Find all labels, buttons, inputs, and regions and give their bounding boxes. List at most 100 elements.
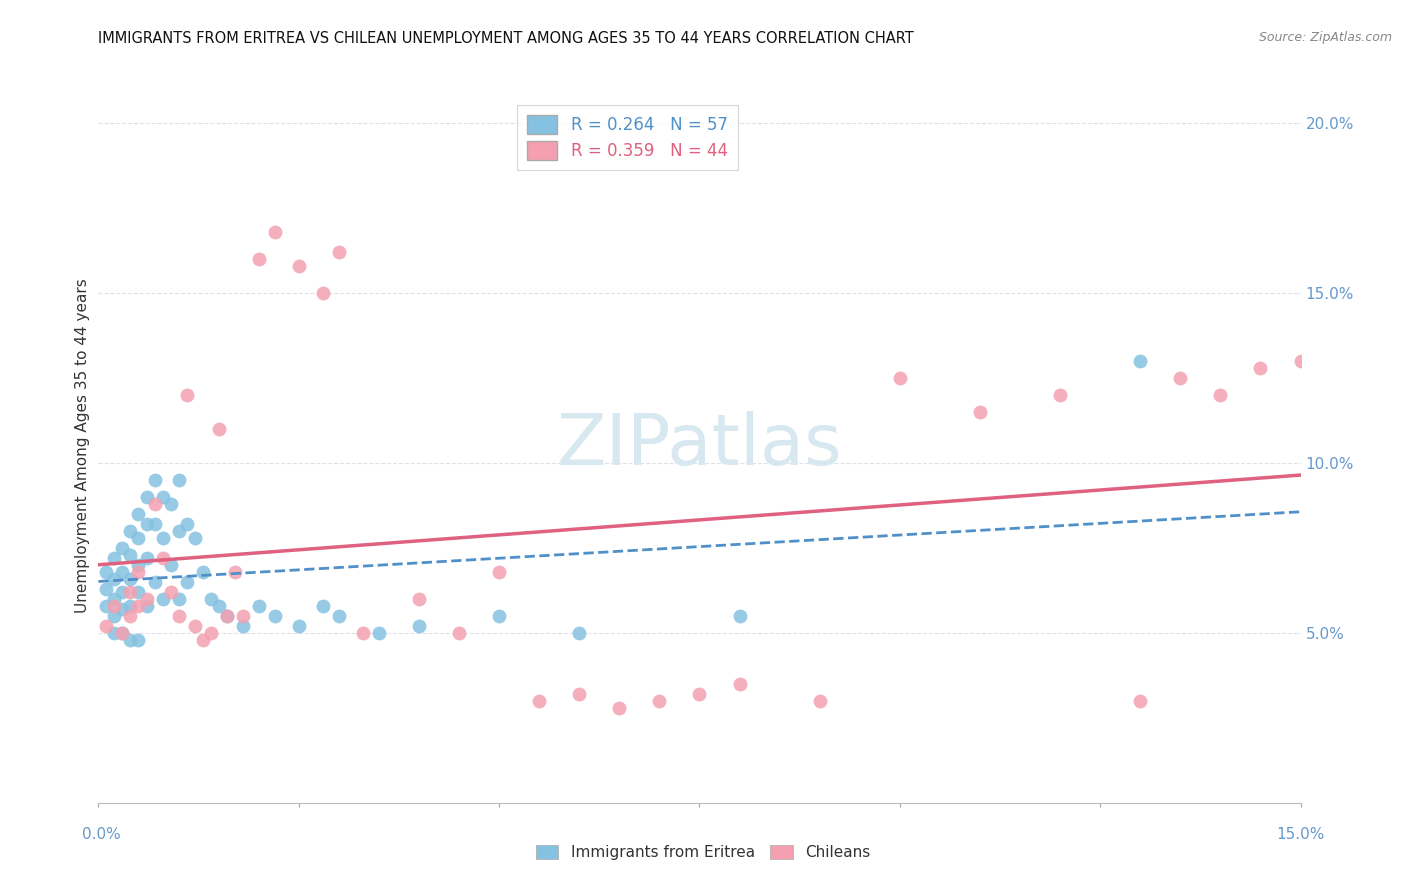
Point [1250,360,1272,375]
Point [568,687,591,701]
Point [120,572,142,586]
Point [1129,354,1152,368]
Point [1170,371,1192,385]
Point [215,608,238,623]
Point [120,548,142,562]
Point [224,565,246,579]
Point [152,490,174,504]
Point [1209,388,1232,402]
Point [111,626,134,640]
Point [111,585,134,599]
Point [167,608,190,623]
Point [728,677,751,691]
Point [103,572,125,586]
Point [159,497,181,511]
Point [128,558,150,572]
Point [247,599,270,613]
Point [103,608,125,623]
Point [208,599,231,613]
Point [135,517,157,532]
Point [1049,388,1071,402]
Point [488,608,510,623]
Point [1129,694,1152,708]
Point [96,599,118,613]
Point [128,531,150,545]
Point [135,490,157,504]
Point [120,599,142,613]
Point [689,687,711,701]
Point [352,626,374,640]
Point [312,286,335,301]
Point [135,599,157,613]
Point [128,565,150,579]
Point [408,591,430,606]
Point [96,582,118,596]
Point [135,551,157,566]
Point [159,585,181,599]
Point [728,608,751,623]
Point [200,591,222,606]
Text: 0.0%: 0.0% [82,827,121,841]
Point [183,619,205,633]
Text: IMMIGRANTS FROM ERITREA VS CHILEAN UNEMPLOYMENT AMONG AGES 35 TO 44 YEARS CORREL: IMMIGRANTS FROM ERITREA VS CHILEAN UNEMP… [98,31,914,46]
Point [143,473,166,487]
Text: 15.0%: 15.0% [1277,827,1324,841]
Point [159,558,181,572]
Point [1289,354,1312,368]
Point [103,551,125,566]
Point [111,541,134,555]
Point [808,694,831,708]
Point [969,405,991,419]
Point [167,473,190,487]
Point [176,517,198,532]
Point [120,632,142,647]
Point [488,565,510,579]
Point [191,632,214,647]
Point [152,591,174,606]
Point [111,602,134,616]
Point [143,574,166,589]
Point [167,524,190,538]
Point [263,608,285,623]
Point [889,371,911,385]
Legend: Immigrants from Eritrea, Chileans: Immigrants from Eritrea, Chileans [530,839,876,866]
Point [135,591,157,606]
Point [143,517,166,532]
Point [176,388,198,402]
Point [120,524,142,538]
Point [167,591,190,606]
Point [208,422,231,436]
Point [152,531,174,545]
Point [128,599,150,613]
Point [609,700,631,714]
Point [232,608,254,623]
Point [200,626,222,640]
Point [215,608,238,623]
Point [103,599,125,613]
Point [232,619,254,633]
Point [120,608,142,623]
Point [568,626,591,640]
Y-axis label: Unemployment Among Ages 35 to 44 years: Unemployment Among Ages 35 to 44 years [75,278,90,614]
Point [328,608,350,623]
Point [128,632,150,647]
Text: Source: ZipAtlas.com: Source: ZipAtlas.com [1258,31,1392,45]
Text: ZIPatlas: ZIPatlas [557,411,842,481]
Point [128,507,150,521]
Point [96,619,118,633]
Point [328,245,350,260]
Point [103,591,125,606]
Point [143,497,166,511]
Point [263,225,285,239]
Point [288,259,311,273]
Point [247,252,270,266]
Point [191,565,214,579]
Point [152,551,174,566]
Point [111,626,134,640]
Point [312,599,335,613]
Legend: R = 0.264   N = 57, R = 0.359   N = 44: R = 0.264 N = 57, R = 0.359 N = 44 [517,104,738,169]
Point [447,626,470,640]
Point [176,574,198,589]
Point [529,694,551,708]
Point [183,531,205,545]
